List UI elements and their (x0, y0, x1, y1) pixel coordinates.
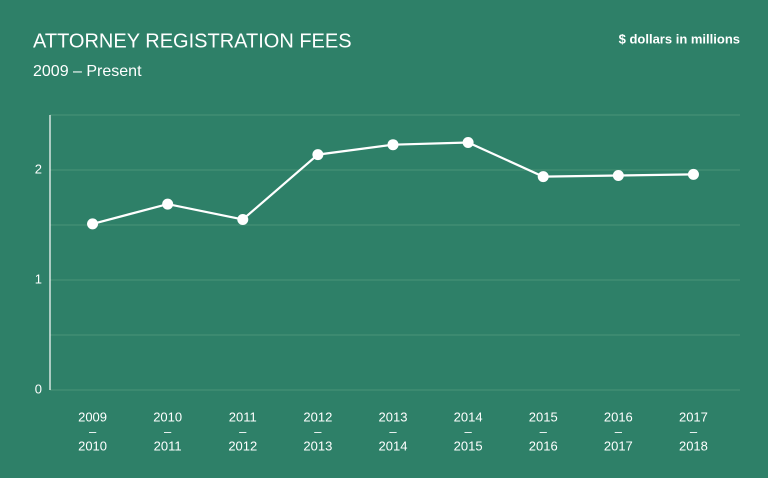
chart-title: ATTORNEY REGISTRATION FEES (33, 30, 352, 52)
x-tick-label: – (540, 424, 548, 439)
point (387, 139, 399, 151)
point (237, 214, 249, 225)
x-tick-label: 2018 (679, 438, 708, 453)
point (612, 170, 624, 181)
point (537, 171, 549, 183)
y-tick-label: 0 (35, 381, 42, 396)
x-tick-label: 2010 (78, 438, 107, 453)
x-tick-label: – (690, 424, 698, 439)
x-tick-label: 2012 (228, 438, 257, 453)
point (312, 149, 324, 161)
x-tick-label: 2016 (604, 409, 633, 424)
unit-note: $ dollars in millions (619, 31, 740, 46)
y-tick-label: 2 (35, 161, 42, 176)
chart-subtitle: 2009 – Present (33, 63, 142, 80)
x-tick-label: 2012 (303, 409, 332, 424)
x-tick-label: – (239, 424, 247, 439)
point (162, 198, 174, 210)
x-tick-label: 2015 (454, 438, 483, 453)
x-tick-label: – (615, 424, 623, 439)
point (87, 218, 99, 230)
x-tick-label: 2016 (529, 438, 558, 453)
x-tick-label: 2017 (679, 409, 708, 424)
x-tick-label: 2013 (303, 438, 332, 453)
x-tick-label: 2009 (78, 409, 107, 424)
x-tick-label: 2015 (529, 409, 558, 424)
x-tick-label: 2014 (379, 438, 408, 453)
x-tick-label: 2017 (604, 438, 633, 453)
x-tick-label: – (314, 424, 322, 439)
x-tick-label: – (389, 424, 397, 439)
x-tick-label: 2014 (454, 409, 483, 424)
y-tick-label: 1 (35, 271, 42, 286)
x-tick-label: – (464, 424, 472, 439)
x-tick-label: 2013 (379, 409, 408, 424)
x-tick-label: 2010 (153, 409, 182, 424)
x-tick-label: 2011 (229, 409, 257, 424)
point (687, 168, 699, 180)
x-tick-label: – (164, 424, 172, 439)
point (462, 137, 474, 148)
x-tick-label: – (89, 424, 97, 439)
x-tick-label: 2011 (154, 438, 182, 453)
